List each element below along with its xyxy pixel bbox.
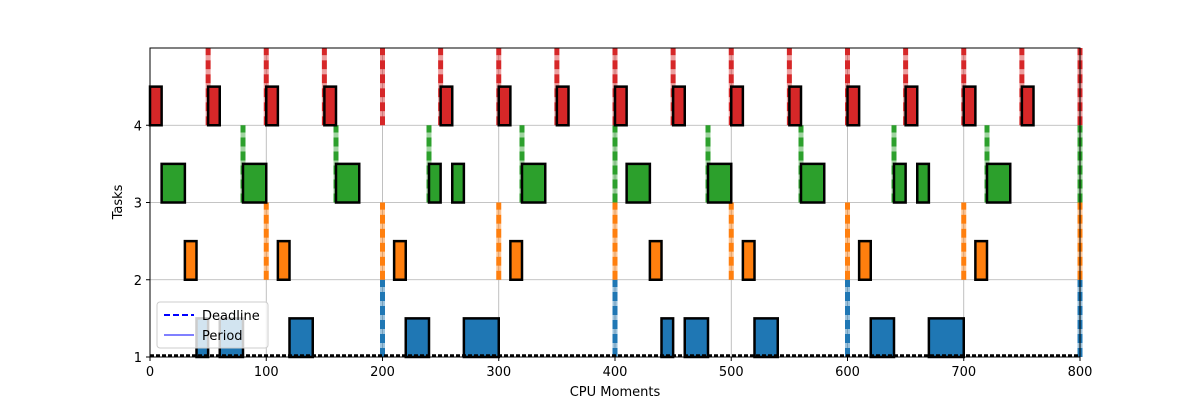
legend-deadline-label: Deadline: [202, 309, 260, 324]
execution-bar: [985, 162, 1012, 204]
x-tick-label: 200: [370, 365, 395, 380]
execution-bar: [799, 162, 826, 204]
execution-bar: [334, 162, 361, 204]
y-tick-label: 2: [134, 274, 142, 289]
x-tick-label: 600: [835, 365, 860, 380]
execution-bar: [846, 85, 861, 127]
y-tick-label: 3: [134, 197, 142, 212]
execution-bar: [892, 162, 907, 204]
execution-bar: [927, 317, 965, 359]
execution-bar: [730, 85, 745, 127]
y-tick-label: 4: [134, 119, 142, 134]
execution-bar: [741, 239, 756, 281]
execution-bar: [404, 317, 431, 359]
execution-bar: [206, 85, 221, 127]
execution-bar: [706, 162, 733, 204]
execution-bar: [265, 85, 280, 127]
execution-bar: [241, 162, 268, 204]
y-axis-label: Tasks: [111, 184, 126, 220]
execution-bar: [869, 317, 896, 359]
execution-bar: [788, 85, 803, 127]
execution-bar: [555, 85, 570, 127]
execution-bar: [148, 85, 163, 127]
x-tick-label: 100: [254, 365, 279, 380]
execution-bar: [520, 162, 547, 204]
x-tick-label: 400: [603, 365, 628, 380]
execution-bar: [916, 162, 931, 204]
execution-bar: [288, 317, 314, 359]
execution-bar: [183, 239, 198, 281]
execution-bar: [753, 317, 779, 359]
axes: 0 100 200 300 400 500 600 700 800 1 2 3 4: [134, 47, 1093, 380]
execution-bar: [625, 162, 652, 204]
x-tick-label: 300: [486, 365, 511, 380]
legend: Deadline Period: [156, 301, 269, 349]
execution-bar: [613, 85, 628, 127]
execution-bar: [671, 85, 686, 127]
execution-bar: [660, 317, 675, 359]
x-tick-label: 500: [719, 365, 744, 380]
x-tick-label: 800: [1068, 365, 1093, 380]
execution-bar: [974, 239, 989, 281]
x-tick-label: 0: [146, 365, 154, 380]
execution-bar: [392, 239, 407, 281]
x-axis-label: CPU Moments: [570, 385, 661, 400]
execution-bar: [276, 239, 291, 281]
execution-bar: [497, 85, 512, 127]
execution-bar: [648, 239, 663, 281]
execution-bar: [962, 85, 977, 127]
x-tick-label: 700: [951, 365, 976, 380]
legend-period-label: Period: [202, 329, 243, 344]
execution-bars: [148, 85, 1035, 359]
execution-bar: [439, 85, 454, 127]
execution-bar: [683, 317, 710, 359]
execution-bar: [427, 162, 442, 204]
legend-box: [156, 301, 269, 349]
execution-bar: [904, 85, 919, 127]
execution-bar: [451, 162, 466, 204]
y-tick-label: 1: [134, 351, 142, 366]
execution-bar: [857, 239, 872, 281]
execution-bar: [462, 317, 500, 359]
execution-bar: [509, 239, 524, 281]
execution-bar: [160, 162, 187, 204]
execution-bar: [1020, 85, 1035, 127]
execution-bar: [323, 85, 338, 127]
